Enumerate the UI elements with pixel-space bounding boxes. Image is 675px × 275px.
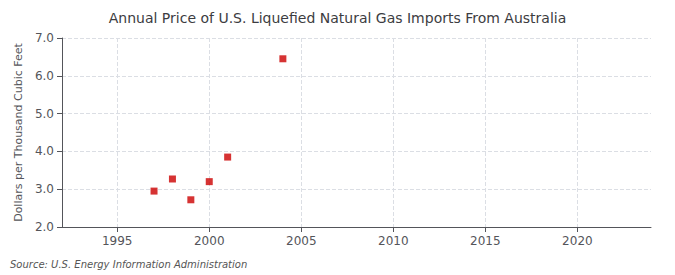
svg-text:4.0: 4.0 [35, 144, 54, 158]
svg-text:2.0: 2.0 [35, 220, 54, 234]
svg-text:Dollars per Thousand Cubic Fee: Dollars per Thousand Cubic Feet [12, 42, 25, 221]
svg-text:Source: U.S. Energy Informatio: Source: U.S. Energy Information Administ… [10, 259, 247, 270]
svg-text:2010: 2010 [378, 234, 409, 248]
svg-text:2005: 2005 [286, 234, 317, 248]
svg-text:2020: 2020 [562, 234, 593, 248]
svg-text:1995: 1995 [102, 234, 133, 248]
svg-text:6.0: 6.0 [35, 69, 54, 83]
svg-text:Annual Price of U.S. Liquefied: Annual Price of U.S. Liquefied Natural G… [109, 10, 567, 26]
svg-text:2015: 2015 [470, 234, 501, 248]
svg-text:2000: 2000 [194, 234, 225, 248]
svg-text:3.0: 3.0 [35, 182, 54, 196]
svg-text:7.0: 7.0 [35, 31, 54, 45]
svg-text:5.0: 5.0 [35, 107, 54, 121]
